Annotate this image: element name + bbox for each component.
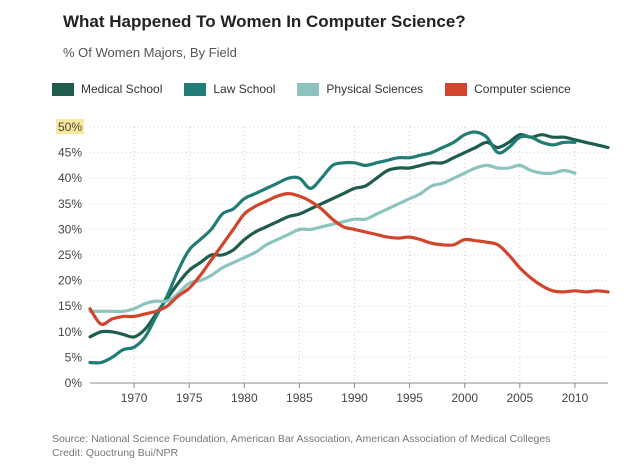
legend-swatch-physical bbox=[297, 82, 320, 96]
legend-item-medical: Medical School bbox=[52, 82, 162, 96]
x-tick-label: 1970 bbox=[121, 391, 148, 405]
y-tick-label: 50% bbox=[58, 120, 82, 134]
y-tick-label: 35% bbox=[58, 197, 82, 211]
y-tick-label: 0% bbox=[65, 376, 83, 390]
x-tick-label: 2000 bbox=[451, 391, 478, 405]
y-tick-label: 30% bbox=[58, 222, 82, 236]
legend-label-law: Law School bbox=[213, 82, 276, 96]
x-tick-label: 1990 bbox=[341, 391, 368, 405]
legend-label-cs: Computer science bbox=[474, 82, 571, 96]
series-line-physical bbox=[88, 163, 577, 314]
legend-item-physical: Physical Sciences bbox=[297, 82, 423, 96]
x-tick-label: 1975 bbox=[176, 391, 203, 405]
chart-source: Source: National Science Foundation, Ame… bbox=[52, 432, 550, 460]
y-tick-label: 10% bbox=[58, 325, 82, 339]
y-tick-label: 20% bbox=[58, 274, 82, 288]
gridlines bbox=[90, 126, 608, 383]
series-lines bbox=[88, 130, 610, 365]
legend-item-cs: Computer science bbox=[445, 82, 571, 96]
x-tick-label: 2005 bbox=[506, 391, 533, 405]
legend-swatch-cs bbox=[445, 82, 468, 96]
y-tick-label: 45% bbox=[58, 146, 82, 160]
x-tick-label: 1995 bbox=[396, 391, 423, 405]
source-text: Source: National Science Foundation, Ame… bbox=[52, 433, 551, 445]
series-line-medical bbox=[88, 132, 610, 339]
chart-title: What Happened To Women In Computer Scien… bbox=[63, 12, 466, 31]
x-tick-label: 1985 bbox=[286, 391, 313, 405]
legend-label-medical: Medical School bbox=[81, 82, 163, 96]
legend-label-physical: Physical Sciences bbox=[326, 82, 424, 96]
y-tick-label: 25% bbox=[58, 248, 82, 262]
series-line-cs bbox=[88, 192, 610, 327]
x-tick-label: 1980 bbox=[231, 391, 258, 405]
y-tick-label: 5% bbox=[65, 350, 83, 364]
legend-swatch-law bbox=[184, 82, 207, 96]
x-tick-label: 2010 bbox=[562, 391, 589, 405]
legend-swatch-medical bbox=[52, 82, 74, 96]
y-tick-label: 40% bbox=[58, 171, 82, 185]
credit-text: Credit: Quoctrung Bui/NPR bbox=[52, 447, 179, 459]
chart-subtitle: % Of Women Majors, By Field bbox=[63, 45, 237, 60]
y-tick-highlight bbox=[56, 119, 84, 134]
y-tick-label: 15% bbox=[58, 299, 82, 313]
axes: 0% 5% 10% 15% 20% 25% 30% 35% 40% 45% 50% 1970 1975 1… bbox=[56, 119, 608, 405]
legend-item-law: Law School bbox=[184, 82, 275, 96]
series-line-law bbox=[88, 130, 577, 365]
legend: Medical School Law School Physical Scien… bbox=[52, 82, 593, 96]
